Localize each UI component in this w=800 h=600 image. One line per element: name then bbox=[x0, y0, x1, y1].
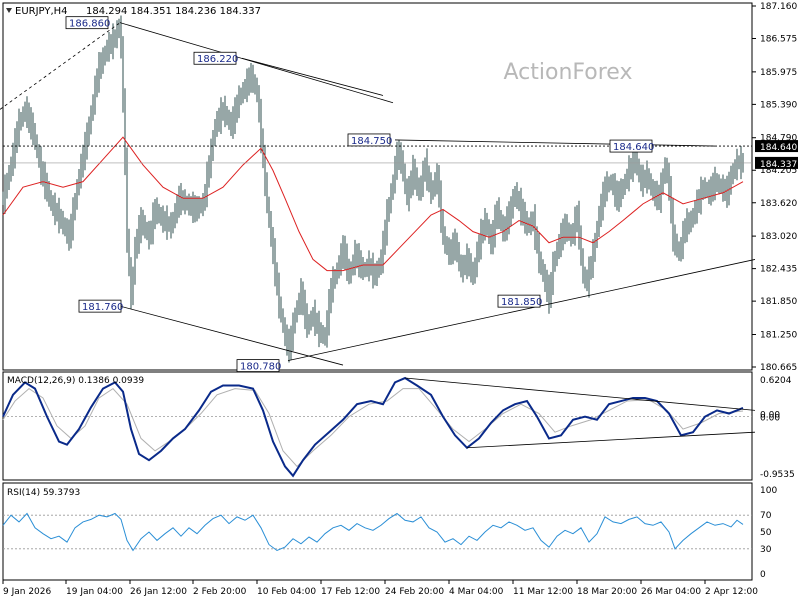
macd-tick-label: 0.6204 bbox=[760, 376, 792, 386]
price-tick-label: 187.160 bbox=[760, 2, 797, 12]
price-annotation-label: 186.220 bbox=[197, 54, 238, 65]
x-tick-label: 17 Feb 12:00 bbox=[321, 587, 380, 597]
price-tick-label: 183.620 bbox=[760, 199, 797, 209]
rsi-tick-label: 0 bbox=[760, 570, 766, 580]
price-annotation-label: 184.750 bbox=[351, 136, 392, 147]
macd-tick-label: 0.00 bbox=[760, 411, 780, 421]
price-annotation-box bbox=[347, 133, 391, 147]
macd-trendline bbox=[466, 431, 756, 449]
moving-average-layer bbox=[2, 136, 744, 272]
macd-tick-label: -0.9535 bbox=[760, 470, 795, 480]
x-tick-label: 2 Feb 20:00 bbox=[193, 587, 247, 597]
macd-trendline bbox=[404, 377, 756, 411]
moving-average-line bbox=[2, 136, 744, 272]
price-annotation-box bbox=[65, 16, 109, 30]
trendline bbox=[287, 259, 756, 361]
trendline bbox=[119, 305, 344, 366]
time-x-axis: 9 Jan 2026 19 Jan 04:00 26 Jan 12:00 2 Feb … bbox=[2, 580, 758, 597]
x-tick-label: 2 Apr 12:00 bbox=[705, 587, 758, 597]
rsi-title: RSI(14) 59.3793 bbox=[7, 488, 80, 498]
price-annotation-label: 181.760 bbox=[82, 302, 123, 313]
price-bars bbox=[2, 15, 744, 363]
x-tick-label: 26 Jan 12:00 bbox=[130, 587, 187, 597]
x-tick-label: 11 Mar 12:00 bbox=[513, 587, 573, 597]
price-tick-label: 184.205 bbox=[760, 166, 797, 176]
x-tick-label: 19 Jan 04:00 bbox=[66, 587, 123, 597]
current-price-tag-bg bbox=[755, 156, 798, 169]
price-annotation-box bbox=[497, 294, 541, 308]
rsi-tick-label: 50 bbox=[760, 528, 772, 538]
rsi-line bbox=[2, 512, 744, 552]
rsi-tick-label: 70 bbox=[760, 511, 772, 521]
price-tick-label: 185.390 bbox=[760, 100, 797, 110]
price-annotation-box bbox=[78, 299, 122, 313]
price-tick-label: 182.435 bbox=[760, 265, 797, 275]
trendline bbox=[0, 22, 121, 110]
current-price-tag: 184.337 bbox=[760, 160, 797, 170]
symbol-label: EURJPY,H4 bbox=[15, 6, 68, 17]
price-y-axis: 187.160 186.575 185.975 185.390 184.790 184.2… bbox=[752, 2, 798, 373]
rsi-tick-label: 30 bbox=[760, 545, 772, 555]
price-tick-label: 186.575 bbox=[760, 35, 797, 45]
price-tick-label: 181.850 bbox=[760, 297, 797, 307]
macd-line bbox=[2, 376, 744, 478]
trendline bbox=[119, 22, 394, 104]
price-annotation-box bbox=[609, 139, 653, 153]
x-tick-label: 18 Mar 20:00 bbox=[577, 587, 637, 597]
x-tick-label: 26 Mar 04:00 bbox=[641, 587, 701, 597]
x-tick-label: 24 Feb 20:00 bbox=[385, 587, 444, 597]
macd-tick-label: 0.00 bbox=[760, 414, 780, 424]
x-tick-label: 9 Jan 2026 bbox=[3, 587, 51, 597]
ohlc-readout: 184.294 184.351 184.236 184.337 bbox=[86, 6, 261, 17]
price-tick-label: 185.975 bbox=[760, 68, 797, 78]
collapse-triangle-icon[interactable] bbox=[6, 8, 12, 13]
x-tick-label: 4 Mar 04:00 bbox=[449, 587, 504, 597]
price-tick-label: 183.020 bbox=[760, 232, 797, 242]
macd-panel bbox=[2, 371, 753, 481]
price-annotations: 186.860 186.220 184.750 184.640 181.760 180.7… bbox=[65, 16, 654, 373]
price-tick-label: 180.665 bbox=[760, 363, 797, 373]
price-annotation-label: 186.860 bbox=[69, 19, 110, 30]
x-tick-label: 10 Feb 04:00 bbox=[257, 587, 316, 597]
rsi-panel bbox=[2, 482, 753, 581]
resistance-tag-bg bbox=[755, 140, 798, 153]
price-annotation-label: 184.640 bbox=[613, 142, 654, 153]
price-annotation-label: 180.780 bbox=[240, 362, 281, 373]
price-tick-label: 181.250 bbox=[760, 330, 797, 340]
macd-title: MACD(12,26,9) 0.1386 0.0939 bbox=[7, 376, 144, 386]
chart-header: EURJPY,H4 184.294 184.351 184.236 184.33… bbox=[6, 6, 261, 17]
rsi-tick-label: 100 bbox=[760, 486, 777, 496]
trendline bbox=[394, 139, 716, 147]
resistance-tag: 184.640 bbox=[760, 143, 797, 153]
price-annotation-box bbox=[193, 51, 237, 65]
watermark: ActionForex bbox=[504, 60, 633, 85]
price-tick-label: 184.790 bbox=[760, 134, 797, 144]
price-panel bbox=[2, 2, 753, 371]
price-annotation-box bbox=[236, 359, 280, 373]
price-annotation-label: 181.850 bbox=[501, 297, 542, 308]
trendline bbox=[241, 57, 384, 96]
rsi-layer: 100 70 50 30 0 bbox=[2, 486, 777, 580]
